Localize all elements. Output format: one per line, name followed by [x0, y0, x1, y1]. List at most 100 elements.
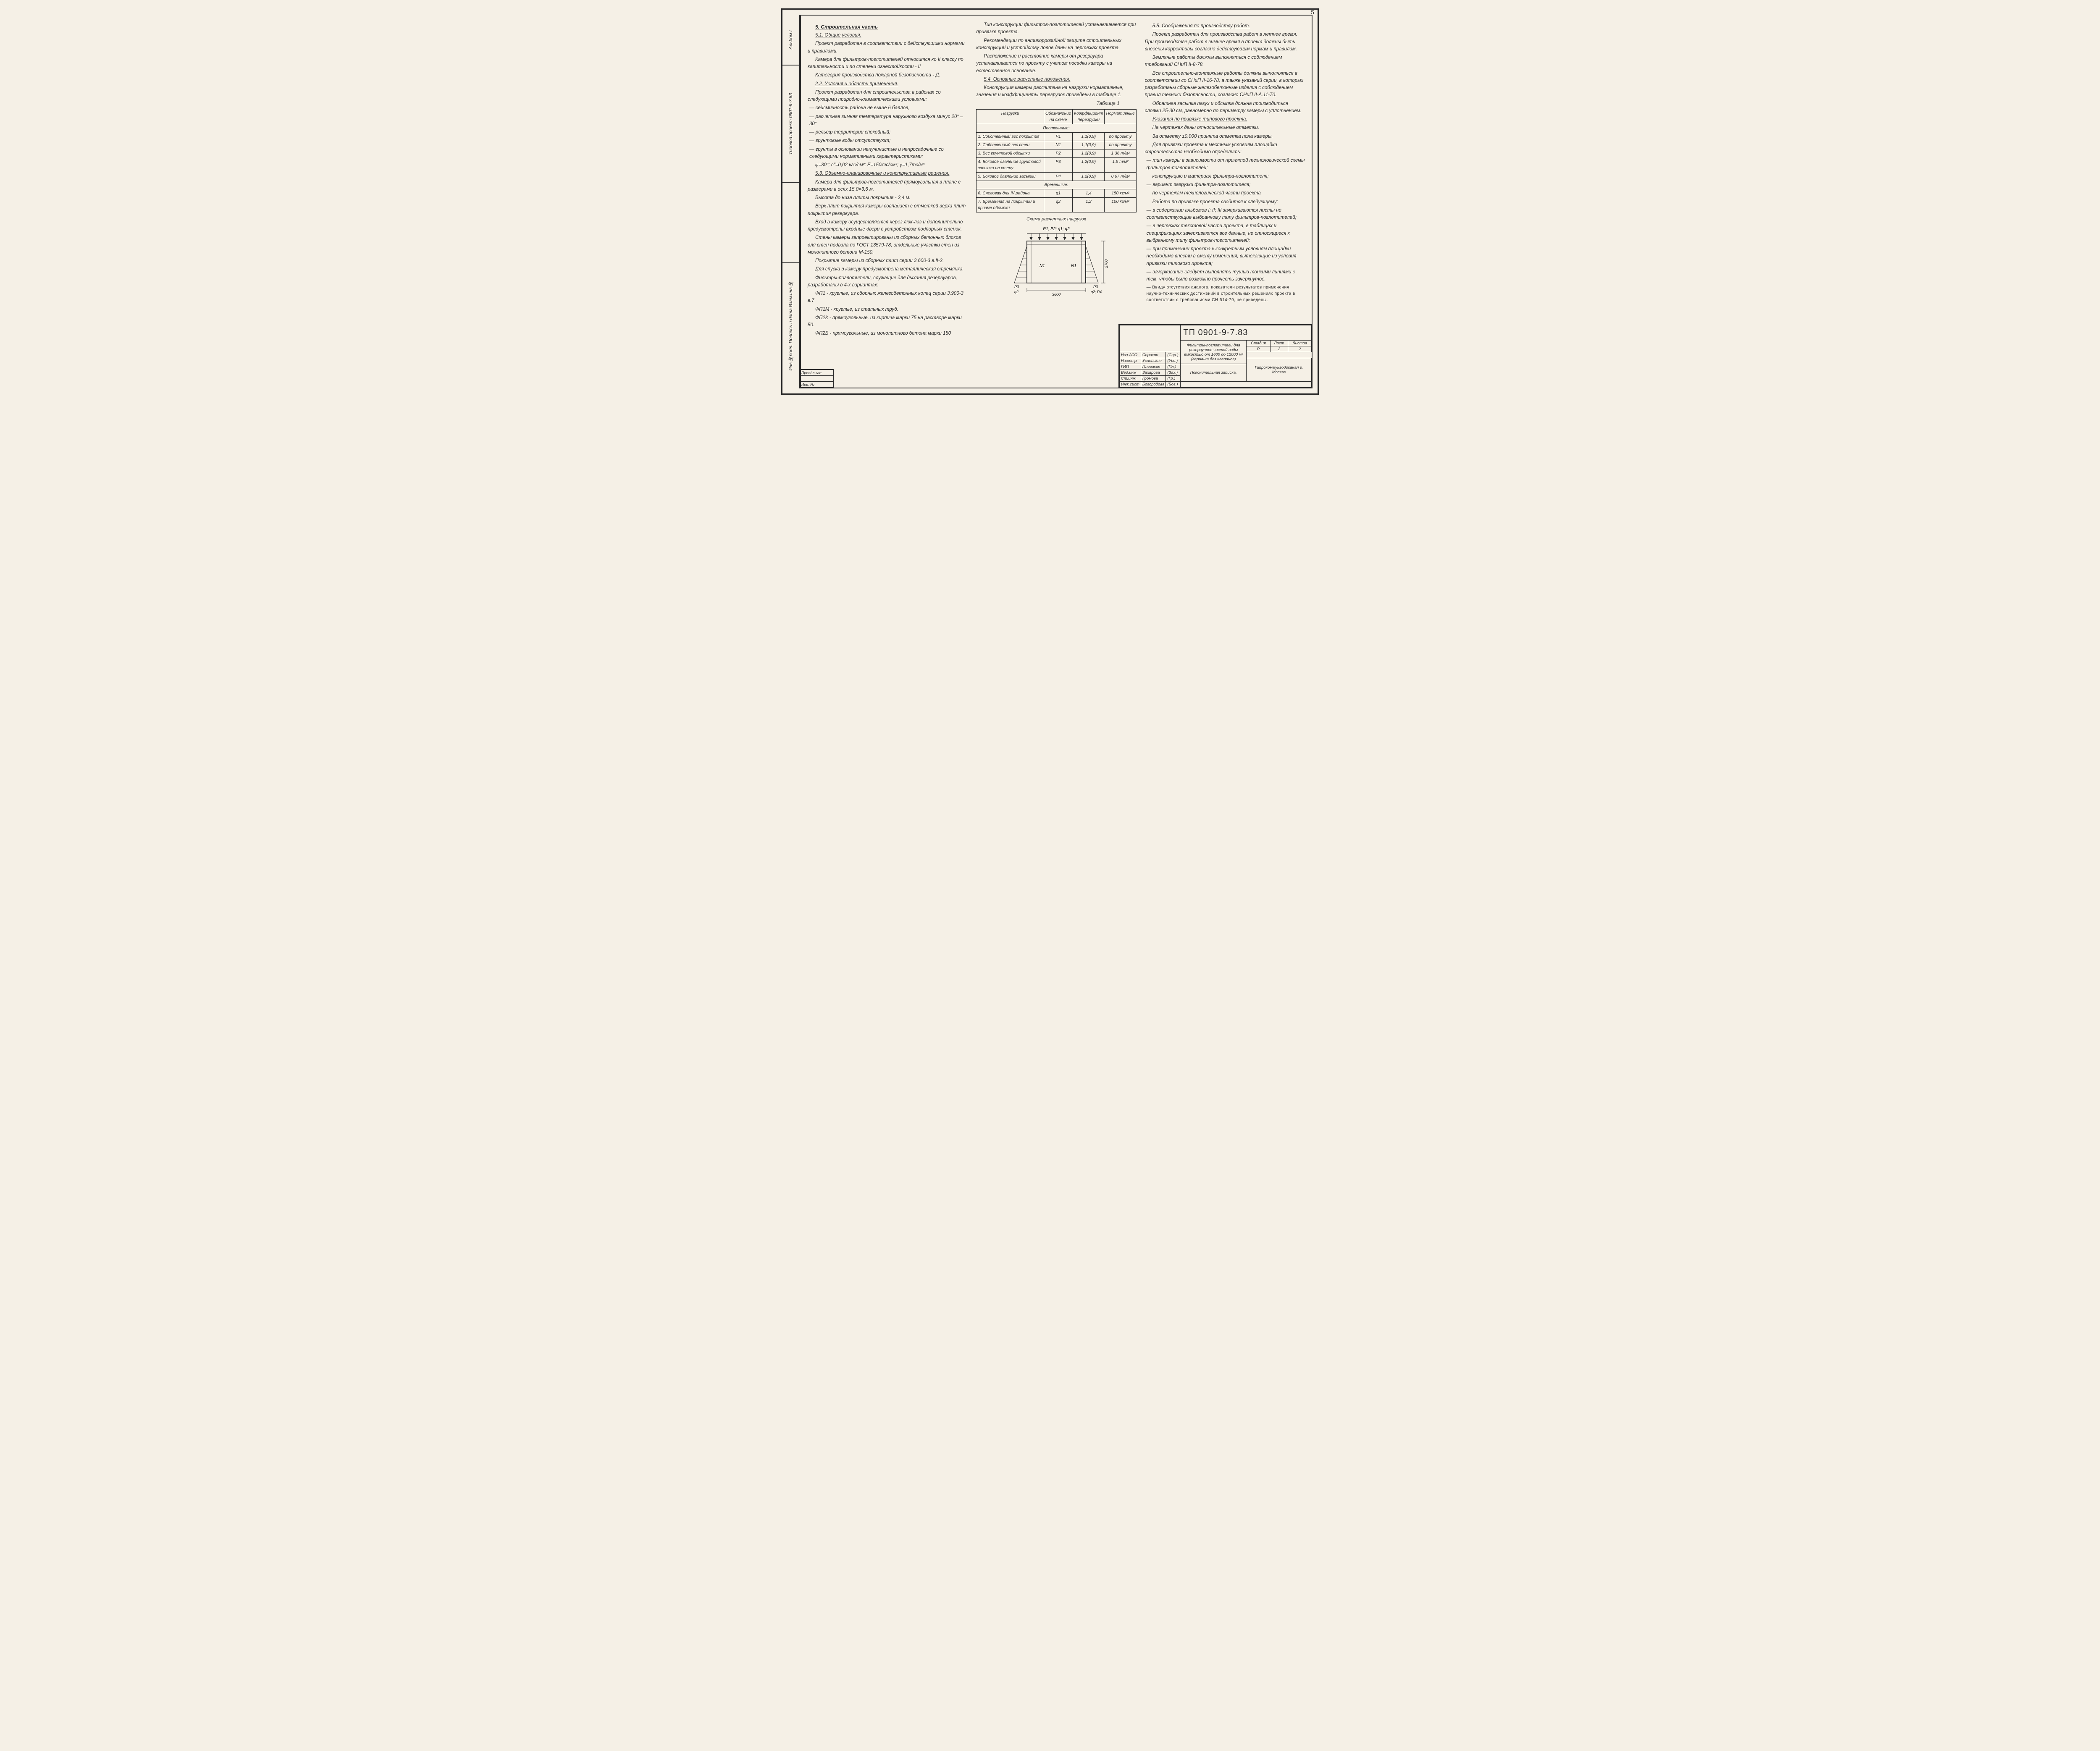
table-row: 5. Боковое давление засыпкиP41,2(0,9)0,6… — [976, 172, 1136, 181]
svg-text:N1: N1 — [1040, 264, 1045, 268]
c1-p9: Стены камеры запроектированы из сборных … — [808, 234, 968, 256]
tb-sheets-h: Листов — [1288, 341, 1312, 346]
heading-2-2: 2.2. Условия и область применения. — [808, 81, 968, 88]
c1-li5: — грунты в основании непучинистые и непр… — [809, 146, 968, 161]
tb-doc: Пояснительная записка. — [1181, 364, 1247, 382]
sidebar-inv: Инв.№подл. Подпись и дата Взам.инв.№ — [788, 281, 793, 371]
tb-stage-h: Стадия — [1247, 341, 1270, 346]
ls-inv: Инв. № — [801, 382, 834, 388]
tb-r3-n: Захарова — [1141, 370, 1166, 376]
sidebar-album: Альбом I — [788, 30, 793, 49]
sidebar-project: Типовой проект 0901-9-7.83 — [788, 93, 793, 155]
tb-r4-r: Ст.инж. — [1120, 376, 1141, 382]
t1-h4: Нормативные — [1105, 109, 1136, 124]
tb-sheet-h: Лист — [1270, 341, 1288, 346]
svg-text:P3: P3 — [1014, 285, 1019, 289]
svg-text:N1: N1 — [1071, 264, 1076, 268]
tb-r3-r: Вед.инж — [1120, 370, 1141, 376]
heading-uk: Указания по привязке типового проекта. — [1145, 116, 1305, 123]
load-diagram: P1; P2; q1; q2 — [976, 225, 1136, 303]
c3-li4: по чертежам технологической части проект… — [1145, 190, 1305, 197]
tb-r5-r: Инж.сист — [1120, 382, 1141, 388]
tb-r1-s: (Усп.) — [1166, 358, 1181, 364]
tb-sheet-v: 2 — [1270, 346, 1288, 352]
tb-r2-r: ГИП — [1120, 364, 1141, 370]
c1-li4: — грунтовые воды отсутствуют; — [809, 137, 968, 144]
svg-text:q2; P4: q2; P4 — [1091, 290, 1102, 294]
c3-p7: Для привязки проекта к местным условиям … — [1145, 142, 1305, 156]
t1-h2: Обозначение на схеме — [1044, 109, 1072, 124]
c1-li2: — расчетная зимняя температура наружного… — [809, 113, 968, 128]
heading-5-4: 5.4. Основные расчетные положения. — [976, 76, 1136, 83]
inner-frame: 5. Строительная часть 5.1. Общие условия… — [800, 15, 1312, 388]
c2-p2: Рекомендации по антикоррозийной защите с… — [976, 37, 1136, 52]
c3-li2: конструкцию и материал фильтра-поглотите… — [1145, 173, 1305, 180]
drawing-sheet: 5 Альбом I Типовой проект 0901-9-7.83 Ин… — [781, 8, 1319, 395]
t1-rows: 1. Собственный вес покрытияP11,1(0,9)по … — [976, 132, 1136, 181]
svg-text:P3: P3 — [1093, 285, 1098, 289]
c3-p1: Проект разработан для производства работ… — [1145, 31, 1305, 53]
c3-li7: — при применении проекта к конкретным ус… — [1147, 246, 1305, 267]
page-number: 5 — [1311, 9, 1314, 16]
c1-p4: Проект разработан для строительства в ра… — [808, 89, 968, 104]
c3-p8: Работа по привязке проекта сводится к сл… — [1145, 199, 1305, 206]
c1-p5: Камера для фильтров-поглотителей прямоуг… — [808, 179, 968, 194]
c1-p6: Высота до низа плиты покрытия - 2,4 м. — [808, 194, 968, 202]
table-row: 2. Собственный вес стенN11,1(0,9)по прое… — [976, 141, 1136, 149]
c2-p1: Тип конструкции фильтров-поглотителей ус… — [976, 21, 1136, 36]
c3-p4: Обратная засыпка пазух и обсыпка должна … — [1145, 100, 1305, 115]
c1-p11: Для спуска в камеру предусмотрена металл… — [808, 266, 968, 273]
c3-li9: — Ввиду отсутствия аналога, показатели р… — [1147, 284, 1305, 303]
c1-formula: φ=30°; c"=0,02 кгс/см²; E=150кгс/см²; γ=… — [808, 162, 968, 169]
c3-li5: — в содержании альбомов I; II; III зачер… — [1147, 207, 1305, 222]
tb-r1-r: Н.контр — [1120, 358, 1141, 364]
table-row: 1. Собственный вес покрытияP11,1(0,9)по … — [976, 132, 1136, 141]
svg-text:3600: 3600 — [1052, 292, 1060, 296]
tb-r2-s: (Пл.) — [1166, 364, 1181, 370]
heading-5-3: 5.3. Объемно-планировочные и конструктив… — [808, 170, 968, 177]
c1-p3: Категория производства пожарной безопасн… — [808, 72, 968, 79]
c1-p1: Проект разработан в соответствии с дейст… — [808, 40, 968, 55]
c1-p10: Покрытие камеры из сборных плит серии 3.… — [808, 257, 968, 265]
c3-p3: Все строительно-монтажные работы должны … — [1145, 70, 1305, 99]
heading-5-1: 5.1. Общие условия. — [808, 32, 968, 39]
tb-r0-n: Сорокин — [1141, 352, 1166, 358]
c1-fp1: ФП1 - круглые, из сборных железобетонных… — [808, 290, 968, 305]
c1-li3: — рельеф территории спокойный; — [809, 129, 968, 136]
t1-h1: Нагрузки — [976, 109, 1044, 124]
t1-h3: Коэффициент перегрузки — [1073, 109, 1105, 124]
svg-text:2700: 2700 — [1104, 260, 1108, 268]
c1-p12: Фильтры-поглотители, служащие для дыхани… — [808, 275, 968, 289]
left-stamp: Провёл.зап Инв. № — [800, 369, 834, 388]
svg-text:q2: q2 — [1014, 290, 1018, 294]
tb-desc1: Фильтры-поглотители для резервуаров чист… — [1181, 341, 1247, 364]
tb-r3-s: (Зах.) — [1166, 370, 1181, 376]
t1-sub1: Постоянные: — [976, 124, 1136, 132]
column-1: 5. Строительная часть 5.1. Общие условия… — [805, 20, 970, 383]
table1-label: Таблица 1 — [976, 100, 1119, 107]
c3-li6: — в чертежах текстовой части проекта, в … — [1147, 223, 1305, 244]
tb-r2-n: Плевакин — [1141, 364, 1166, 370]
c3-p6: За отметку ±0.000 принята отметка пола к… — [1145, 133, 1305, 140]
table-row: 3. Вес грунтовой обсыпкиP21,2(0,9)1,36 т… — [976, 149, 1136, 157]
tb-code: ТП 0901-9-7.83 — [1181, 325, 1312, 341]
c3-li3: — вариант загрузки фильтра-поглотителя; — [1147, 181, 1305, 189]
c1-p7: Верх плит покрытия камеры совпадает с от… — [808, 203, 968, 218]
left-sidebar: Альбом I Типовой проект 0901-9-7.83 Инв.… — [782, 15, 800, 388]
column-2: Тип конструкции фильтров-поглотителей ус… — [974, 20, 1139, 383]
c1-p8: Вход в камеру осуществляется через люк-л… — [808, 219, 968, 233]
heading-5-5: 5.5. Соображения по производству работ. — [1145, 23, 1305, 30]
t1-body: Постоянные: — [976, 124, 1136, 132]
c1-li1: — сейсмичность района не выше 6 баллов; — [809, 105, 968, 112]
tb-stage-v: Р — [1247, 346, 1270, 352]
tb-r4-n: Громова — [1141, 376, 1166, 382]
heading-5: 5. Строительная часть — [808, 23, 968, 31]
table-1: Нагрузки Обозначение на схеме Коэффициен… — [976, 109, 1136, 212]
t1-rows2: 6. Снеговая для IV районаq11,4150 кг/м²7… — [976, 189, 1136, 212]
c2-p3: Расположение и расстояние камеры от резе… — [976, 53, 1136, 75]
c3-li1: — тип камеры в зависимости от принятой т… — [1147, 157, 1305, 172]
c1-fp2k: ФП2К - прямоугольные, из кирпича марки 7… — [808, 315, 968, 329]
tb-r0-r: Нач.АСО — [1120, 352, 1141, 358]
table-row: 6. Снеговая для IV районаq11,4150 кг/м² — [976, 189, 1136, 197]
tb-r0-s: (Сор.) — [1166, 352, 1181, 358]
